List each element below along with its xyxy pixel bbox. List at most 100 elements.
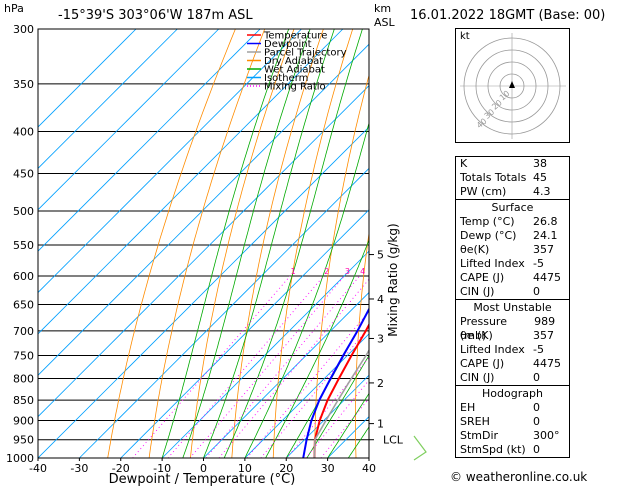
isotherm-line [161,250,369,458]
hodograph-param-value: 300° [533,429,560,442]
isotherm-line [285,374,369,458]
isotherm-line [38,29,302,294]
pressure-tick-label: 600 [13,270,34,283]
surface-label: Dewp (°C) [460,229,517,242]
pressure-tick-label: 750 [13,349,34,362]
wet-adiabat-line [161,29,290,458]
mixing-ratio-label: 5 [372,267,377,276]
isotherm-line [38,126,369,458]
hodograph-param-value: 0 [533,443,540,456]
most-unstable-row: Pressure (mb) 989 [456,315,569,342]
most-unstable-label: θe (K) [460,329,493,342]
index-row: Totals Totals 45 [456,171,569,185]
hodograph-param-value: 0 [533,415,540,428]
most-unstable-row: CAPE (J) 4475 [456,357,569,371]
wet-adiabat-line [223,29,363,458]
wet-adiabat-line [203,29,335,458]
surface-row: Dewp (°C) 24.1 [456,229,569,243]
index-label: PW (cm) [460,185,507,198]
surface-value: 24.1 [533,229,558,242]
legend-label: Dewpoint [264,39,312,50]
hodograph-ring-label: 10 [498,89,512,102]
surface-row: CIN (J) 0 [456,285,569,299]
mixing-ratio-label: 2 [324,267,329,276]
isotherm-line [38,43,369,376]
legend-label: Parcel Trajectory [264,48,347,59]
isotherm-line [38,29,261,252]
isotherm-line [79,167,369,458]
mixing-ratio-label: 3 [345,267,350,276]
temperature-tick-label: 10 [238,462,252,475]
most-unstable-value: 0 [533,371,540,384]
parcel-trajectory-profile [313,348,369,458]
most-unstable-label: Pressure (mb) [460,315,507,342]
isotherm-line [38,85,369,418]
temperature-tick-label: -30 [70,462,88,475]
temperature-tick-label: 20 [279,462,293,475]
index-value: 45 [533,171,547,184]
dry-adiabat-line [314,73,369,458]
dry-adiabat-line [272,29,354,458]
hodograph-unit-label: kt [460,31,470,42]
mixing-ratio-label: 15 [434,267,444,276]
datetime-title: 16.01.2022 18GMT (Base: 00) [410,8,606,23]
most-unstable-row: θe (K) 357 [456,329,569,343]
pressure-tick-label: 350 [13,78,34,91]
surface-row: θe(K) 357 [456,243,569,257]
km-tick-label: 4 [377,293,384,306]
mixing-ratio-label: 4 [360,267,365,276]
pressure-tick-label: 500 [13,205,34,218]
isotherm-line [38,29,344,335]
wet-adiabat-line [182,29,311,458]
dry-adiabat-line [107,29,236,458]
surface-label: θe(K) [460,243,490,256]
hodograph-param-label: StmDir [460,429,499,442]
index-value: 38 [533,157,547,170]
most-unstable-row: CIN (J) 0 [456,371,569,385]
hodograph-param-label: SREH [460,415,490,428]
location-title: -15°39'S 303°06'W 187m ASL [58,8,253,23]
mixing-ratio-label: 1 [291,267,296,276]
dry-adiabat-line [395,29,441,458]
dry-adiabat-line [609,29,629,458]
index-label: K [460,157,468,170]
surface-value: 0 [533,285,540,298]
km-unit-label: km [374,2,392,15]
temperature-tick-label: 40 [362,462,376,475]
wet-adiabat-line [265,238,369,458]
pressure-tick-label: 800 [13,372,34,385]
temperature-tick-label: 30 [321,462,335,475]
mixing-ratio-line [132,275,291,458]
storm-motion-icon [509,81,515,88]
pressure-tick-label: 900 [13,414,34,427]
km-tick-label: 2 [377,377,384,390]
pressure-tick-label: 650 [13,299,34,312]
wet-adiabat-line [244,121,369,458]
isotherm-line [203,291,369,458]
dry-adiabat-line [355,230,369,458]
index-label: Totals Totals [460,171,527,184]
pressure-tick-label: 450 [13,167,34,180]
isotherm-line [38,29,220,211]
surface-row: Lifted Index -5 [456,257,569,271]
mixing-ratio-axis-title: Mixing Ratio (g/kg) [386,223,400,336]
pressure-tick-label: 950 [13,434,34,447]
surface-label: CAPE (J) [460,271,505,284]
surface-label: Lifted Index [460,257,525,270]
wind-barb-icon [413,435,427,461]
temperature-profile [313,322,369,458]
wet-adiabat-line [306,354,369,458]
lcl-label: LCL [383,434,404,447]
surface-row: Temp (°C) 26.8 [456,215,569,229]
most-unstable-label: CAPE (J) [460,357,505,370]
pressure-tick-label: 550 [13,239,34,252]
dewpoint-profile [302,307,369,458]
most-unstable-value: -5 [533,343,544,356]
isotherm-line [38,29,137,128]
mixing-ratio-line [167,275,324,458]
hodograph-param-row: EH 0 [456,401,569,415]
pressure-tick-label: 400 [13,126,34,139]
pressure-unit-label: hPa [4,2,24,15]
temperature-tick-label: 0 [200,462,207,475]
